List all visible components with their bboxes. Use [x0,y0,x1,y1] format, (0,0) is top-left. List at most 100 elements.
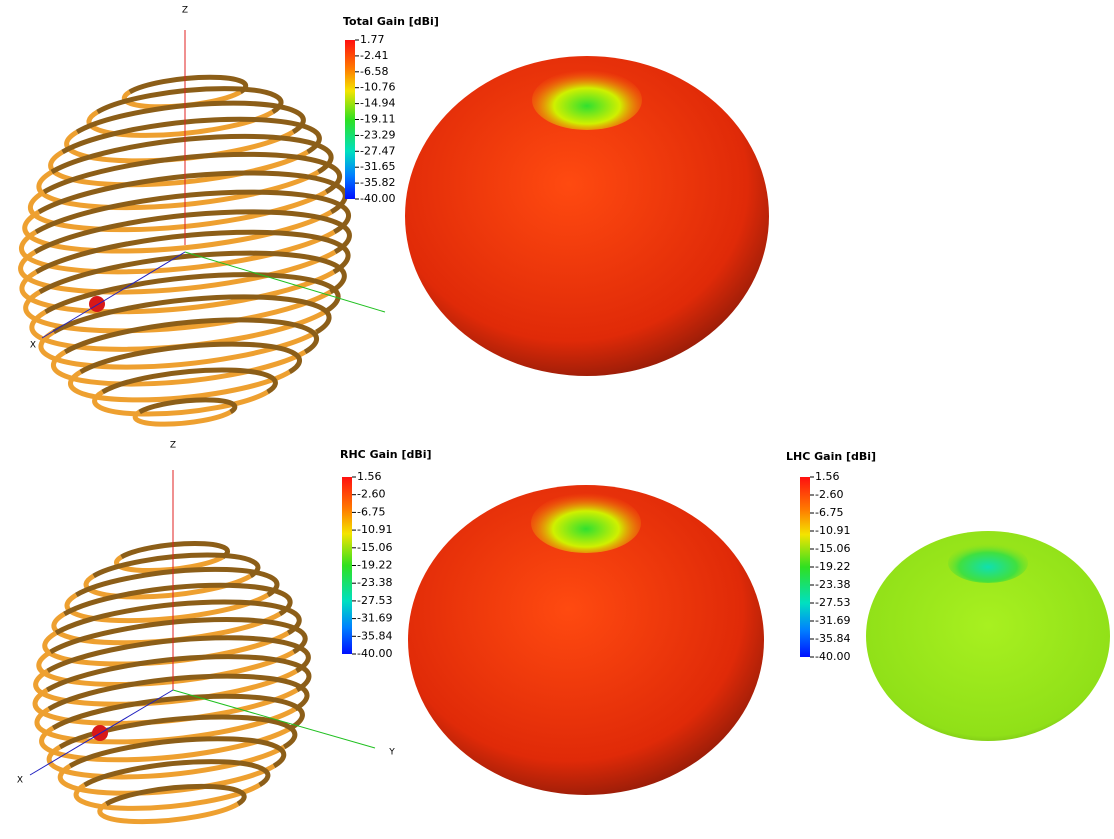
wire-back [34,229,351,275]
wire-back [51,693,305,731]
colorbar-label: -40.00 [360,192,395,205]
wire-back [46,635,311,674]
wire-back [120,540,230,560]
wire-front [19,229,336,275]
axis-label: Z [182,6,188,16]
wire-back [83,759,271,788]
wire-back [49,617,308,655]
wire-front [86,109,274,138]
colorbar-label: -10.91 [357,523,392,536]
wire-front [132,409,232,427]
colorbar-title: RHC Gain [dBi] [340,448,432,461]
wire-front [73,782,261,811]
colorbar-label: -35.82 [360,176,395,189]
colorbar-label: -23.38 [357,576,392,589]
wire-front [64,129,295,164]
colorbar-label: -31.69 [815,614,850,627]
axis-label: X [17,776,23,786]
wire-back [63,317,320,355]
wire-back [92,552,261,579]
colorbar-label: -31.69 [357,612,392,625]
wire-models [18,74,352,825]
wire-front [46,744,286,780]
colorbar-label: -19.22 [357,559,392,572]
x-axis [29,689,174,776]
colorbar-label: -27.53 [357,594,392,607]
colorbar-label: -15.06 [357,541,392,554]
colorbar-label: -40.00 [815,650,850,663]
colorbar-label: 1.56 [357,470,382,483]
wire-back [128,74,249,95]
wire-front [32,687,299,726]
wire-back [138,397,238,415]
gain-pattern [405,56,769,376]
feed-point [89,296,105,312]
wire-back [74,566,280,598]
wire-back [52,294,332,335]
colorbar-title: LHC Gain [dBi] [786,450,876,463]
wire-front [57,763,276,796]
wire-back [34,189,351,235]
wire-back [38,250,347,295]
colorbar-label: -14.94 [360,97,395,110]
wire-front [114,554,224,574]
wire-back [75,100,306,135]
wire-front [42,630,290,667]
colorbar [800,477,810,657]
colorbar-label: -40.00 [357,647,392,660]
wire-back [104,783,247,807]
colorbar-label: -19.22 [815,560,850,573]
wire-back [47,673,310,712]
wire-front [64,592,270,624]
wire-back [101,367,278,395]
colorbar-label: -27.47 [360,144,395,157]
colorbar-label: 1.77 [360,33,385,46]
wire-back [61,116,322,155]
colorbar-label: -10.76 [360,81,395,94]
pattern-dimple [532,70,642,130]
wire-front [34,706,297,745]
wire-front [50,349,307,387]
wire-front [33,668,298,707]
colorbar-label: -35.84 [357,629,392,642]
axis-label: X [30,341,36,351]
colorbar-label: -15.06 [815,542,850,555]
colorbar-label: -31.65 [360,160,395,173]
colorbar-label: -27.53 [815,596,850,609]
x-axis [41,251,186,339]
wire-back [33,209,352,255]
wire-front [97,801,240,825]
wire-front [27,189,328,233]
wire-front [51,611,282,646]
wire-back [62,582,293,617]
wire-back [79,341,302,375]
wire-back [96,86,284,115]
wire-front [92,389,269,417]
wire-front [36,169,320,211]
colorbar [342,477,352,654]
colorbar-label: -19.11 [360,113,395,126]
wire-back [37,170,348,215]
colorbar-label: -6.75 [815,506,843,519]
colorbar-label: -6.75 [357,505,385,518]
colorbar-label: -23.29 [360,128,395,141]
gain-pattern [408,485,764,795]
wire-front [22,209,333,254]
axis-label: Z [170,441,176,451]
axis-label: Y [388,748,395,758]
colorbar [345,40,355,199]
y-axis [184,251,386,313]
wire-front [29,309,326,352]
gain-pattern [866,531,1110,741]
colorbar-title: Total Gain [dBi] [343,15,439,28]
colorbar-label: -6.58 [360,65,388,78]
y-axis [172,689,376,749]
colorbar-label: -2.60 [357,488,385,501]
wire-front [68,369,291,403]
wire-back [42,151,343,195]
colorbar-label: 1.56 [815,470,840,483]
pattern-dimple [948,543,1028,583]
colorbar-label: -35.84 [815,632,850,645]
